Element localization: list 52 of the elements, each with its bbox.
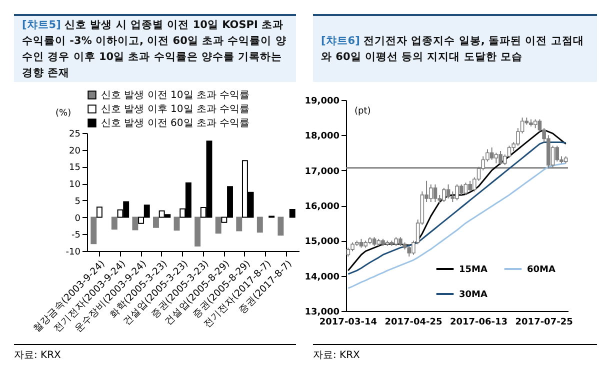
legend-label: 신호 발생 이전 10일 초과 수익률	[101, 90, 250, 101]
x-tick-label: 2017-04-25	[384, 318, 442, 328]
bar	[215, 216, 222, 234]
y-tick-label: 13,000	[304, 308, 340, 318]
bar	[194, 216, 201, 246]
bar	[132, 216, 138, 230]
legend-label: 15MA	[459, 265, 488, 275]
bar	[278, 216, 284, 236]
y-tick-label: 5	[74, 196, 80, 207]
candlestick	[490, 146, 494, 160]
candlestick	[446, 184, 450, 199]
y-tick-label: 0	[74, 214, 81, 224]
y-tick-label: -10	[66, 248, 81, 258]
chart-title: [챠트5] 신호 발생 시 업종별 이전 10일 KOSPI 초과 수익률이 -3% 이하이고, 이전 60일 초과 수익률이 양수인 경우 이후 10일 초과 수익률은 양수를 기록하는 경향 존재	[22, 18, 288, 81]
legend-label: 신호 발생 이전 60일 초과 수익률	[101, 118, 250, 129]
y-tick-label: -5	[72, 230, 80, 241]
bar	[111, 216, 118, 230]
y-tick-label: 20	[69, 146, 81, 156]
y-tick-label: 19,000	[304, 96, 340, 106]
legend-label: 신호 발생 이후 10일 초과 수익률	[101, 104, 250, 115]
candlestick	[407, 245, 412, 257]
bar	[90, 216, 97, 244]
text: 자료: KRX	[313, 344, 597, 362]
candlestick	[464, 182, 468, 196]
y-tick-label: 10	[69, 180, 81, 190]
bar	[96, 206, 102, 218]
y-tick-label: 25	[69, 130, 80, 140]
chart-title: [챠트6] 전기전자 업종지수 일봉, 돌파된 이전 고점대와 60일 이평선 등의 지지대 도달한 모습	[321, 34, 585, 65]
bar	[174, 216, 180, 231]
candlestick	[459, 184, 464, 196]
y-tick-label: 14,000	[304, 272, 340, 282]
x-tick-label: 2017-07-25	[515, 318, 573, 328]
bar	[256, 216, 263, 233]
candlestick	[555, 145, 560, 162]
y-axis-title: (%)	[56, 108, 72, 118]
bar	[153, 216, 159, 228]
legend-label: 60MA	[527, 265, 556, 275]
bar	[236, 216, 242, 232]
candlestick	[433, 184, 438, 202]
x-tick-label: 2017-03-14	[319, 318, 377, 328]
y-tick-label: 17,000	[304, 166, 340, 177]
x-tick-label: 2017-06-13	[450, 318, 508, 328]
y-tick-label: 15	[69, 163, 80, 174]
y-tick-label: 15,000	[304, 237, 340, 248]
y-tick-label: 16,000	[304, 202, 340, 212]
bar	[289, 209, 296, 218]
candlestick	[428, 184, 433, 202]
legend-label: 30MA	[459, 290, 488, 300]
candlestick	[494, 152, 498, 164]
y-axis-title: (pt)	[354, 106, 371, 116]
y-tick-label: 18,000	[304, 132, 340, 142]
text: 자료: KRX	[14, 344, 296, 362]
